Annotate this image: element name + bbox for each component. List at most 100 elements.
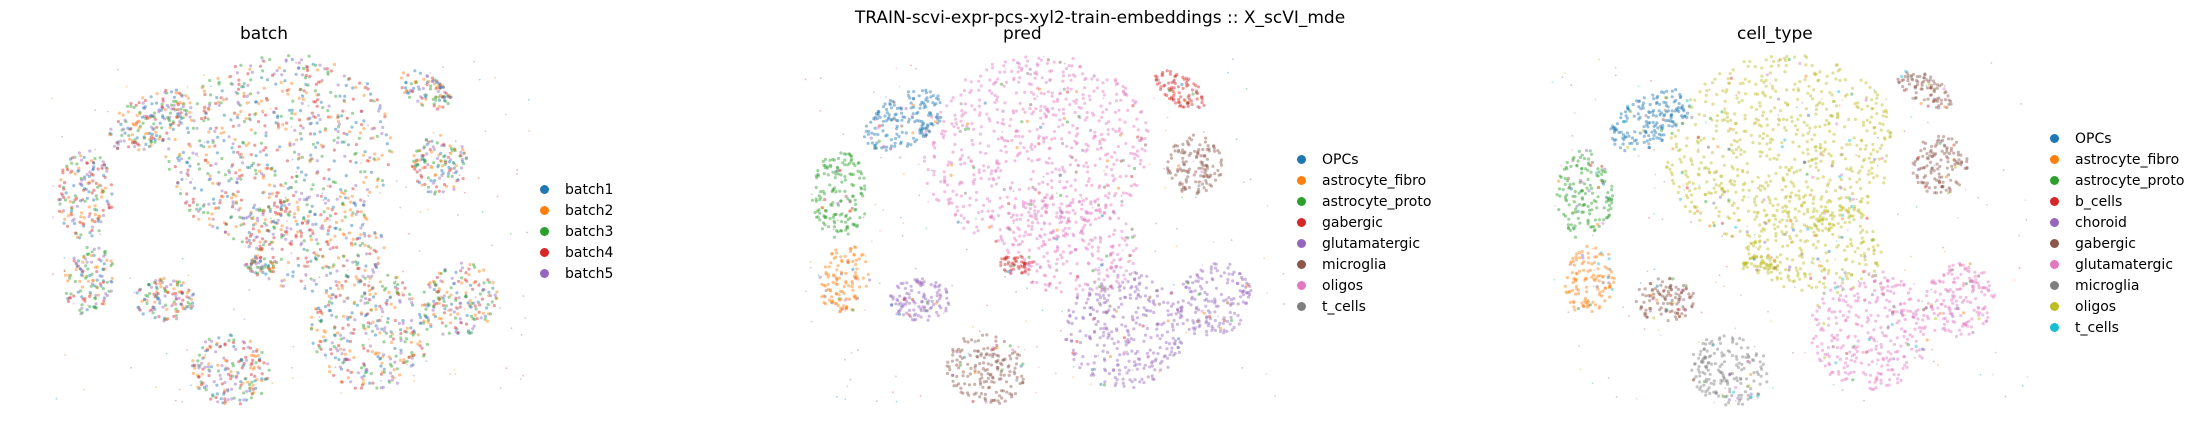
scatter-point: [1084, 149, 1088, 153]
scatter-point: [419, 321, 423, 325]
scatter-point: [866, 141, 870, 145]
scatter-point: [312, 279, 316, 283]
scatter-point: [89, 260, 93, 264]
scatter-point: [180, 290, 184, 295]
scatter-point: [430, 79, 434, 83]
scatter-point: [217, 183, 221, 187]
scatter-point: [1138, 380, 1142, 384]
scatter-point: [1172, 318, 1176, 322]
scatter-point: [992, 380, 996, 384]
scatter-point: [1134, 321, 1138, 325]
scatter-point: [1103, 185, 1107, 189]
scatter-point: [360, 162, 362, 164]
scatter-point: [904, 302, 908, 306]
scatter-point: [1173, 149, 1177, 153]
scatter-point: [273, 184, 277, 188]
scatter-point: [266, 362, 270, 366]
scatter-point: [837, 297, 841, 301]
scatter-point: [399, 336, 403, 340]
scatter-point: [163, 117, 167, 121]
scatter-point: [939, 294, 943, 298]
scatter-point: [155, 92, 159, 96]
scatter-point: [1033, 76, 1037, 80]
scatter-point: [1103, 289, 1107, 293]
scatter-point: [1068, 314, 1072, 318]
scatter-point: [1039, 125, 1043, 129]
scatter-point: [1046, 90, 1051, 94]
scatter-point: [202, 145, 206, 149]
scatter-point: [407, 91, 411, 95]
scatter-point: [349, 331, 353, 335]
scatter-point: [184, 201, 188, 205]
scatter-point: [230, 164, 234, 168]
scatter-point: [185, 109, 189, 113]
scatter-point: [412, 374, 415, 377]
scatter-point: [1222, 328, 1226, 332]
scatter-point: [1016, 243, 1020, 247]
scatter-point: [963, 78, 967, 82]
scatter-point: [405, 326, 409, 330]
scatter-point: [275, 191, 279, 195]
scatter-point: [1212, 144, 1216, 148]
scatter-point: [1029, 145, 1033, 149]
scatter-point: [327, 370, 332, 374]
scatter-point: [215, 151, 219, 155]
scatter-point: [331, 246, 335, 250]
scatter-point: [158, 301, 162, 305]
scatter-point: [223, 173, 227, 177]
scatter-point: [437, 287, 441, 291]
scatter-point: [378, 304, 382, 308]
scatter-point: [1124, 340, 1128, 344]
scatter-point: [119, 122, 123, 126]
scatter-point: [75, 235, 79, 239]
scatter-point: [474, 296, 477, 298]
scatter-point: [408, 89, 413, 93]
scatter-point: [69, 213, 74, 217]
scatter-point: [920, 281, 924, 285]
scatter-point: [1200, 162, 1204, 166]
scatter-point: [921, 295, 925, 299]
scatter-point: [898, 106, 902, 110]
scatter-point: [960, 356, 964, 360]
scatter-point: [432, 303, 436, 307]
scatter-point: [1104, 206, 1108, 210]
scatter-point: [485, 306, 489, 310]
scatter-point: [1082, 217, 1086, 221]
scatter-point: [276, 218, 280, 222]
scatter-point: [849, 173, 853, 177]
scatter-point: [229, 370, 233, 374]
scatter-point: [1106, 350, 1110, 354]
scatter-point: [1131, 317, 1135, 321]
scatter-point: [428, 281, 432, 285]
scatter-point: [878, 124, 882, 128]
scatter-point: [1008, 370, 1012, 374]
scatter-point: [934, 301, 939, 305]
scatter-point: [919, 281, 923, 285]
scatter-point: [399, 331, 403, 336]
scatter-point: [888, 98, 892, 103]
scatter-point: [231, 202, 235, 206]
scatter-point: [442, 142, 446, 146]
scatter-point: [276, 124, 280, 128]
scatter-point: [273, 169, 277, 173]
scatter-point: [1173, 351, 1177, 356]
scatter-point: [193, 366, 197, 370]
scatter-point: [262, 257, 266, 261]
scatter-point: [1023, 230, 1028, 234]
scatter-point: [435, 301, 439, 305]
scatter-point: [253, 254, 257, 258]
scatter-point: [1176, 345, 1180, 349]
scatter-point: [446, 171, 451, 175]
scatter-point: [1085, 148, 1089, 152]
scatter-point: [95, 278, 99, 282]
scatter-point: [1132, 166, 1137, 171]
scatter-point: [398, 373, 402, 377]
scatter-point: [426, 185, 431, 189]
scatter-point: [1247, 282, 1251, 286]
scatter-point: [157, 137, 161, 141]
scatter-point: [460, 157, 464, 161]
scatter-point: [1138, 357, 1142, 361]
scatter-point: [1084, 282, 1088, 286]
scatter-point: [434, 283, 438, 287]
scatter-point: [1045, 107, 1050, 111]
